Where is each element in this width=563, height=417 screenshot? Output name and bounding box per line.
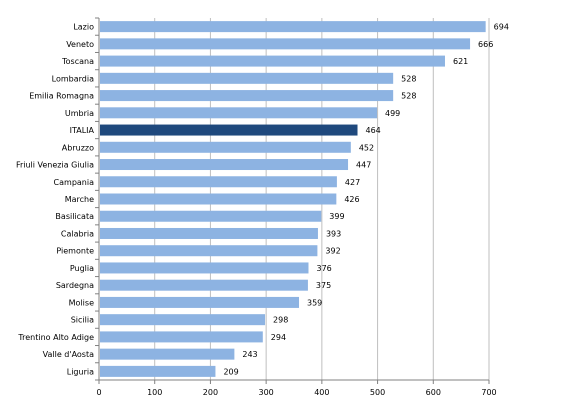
category-label: Valle d'Aosta <box>43 350 94 359</box>
value-label: 447 <box>356 161 371 170</box>
value-label: 399 <box>329 212 344 221</box>
bar <box>100 141 351 153</box>
bar <box>100 38 471 50</box>
x-tick-label: 0 <box>96 388 101 397</box>
value-label: 621 <box>453 57 468 66</box>
category-label: Sardegna <box>56 281 94 290</box>
bar <box>100 262 309 274</box>
bar <box>100 210 322 222</box>
value-label: 393 <box>326 229 341 238</box>
x-tick-label: 300 <box>259 388 274 397</box>
bar <box>100 21 486 33</box>
value-label: 694 <box>494 23 509 32</box>
bar <box>100 331 263 343</box>
value-label: 392 <box>325 247 340 256</box>
x-tick-label: 700 <box>481 388 496 397</box>
category-label: Veneto <box>66 40 94 49</box>
value-label: 294 <box>271 333 286 342</box>
category-label: ITALIA <box>70 126 95 135</box>
category-label: Lombardia <box>52 74 94 83</box>
value-label: 666 <box>478 40 493 49</box>
value-label: 298 <box>273 316 288 325</box>
value-label: 464 <box>366 126 381 135</box>
value-label: 528 <box>401 92 416 101</box>
category-label: Toscana <box>61 57 94 66</box>
category-label: Piemonte <box>56 247 94 256</box>
bar <box>100 193 337 205</box>
value-label: 359 <box>307 298 322 307</box>
bars <box>100 21 486 377</box>
value-label: 452 <box>359 143 374 152</box>
bar <box>100 72 394 84</box>
value-label: 375 <box>316 281 331 290</box>
x-tick-label: 400 <box>314 388 329 397</box>
value-label: 528 <box>401 74 416 83</box>
bar <box>100 176 337 188</box>
bar <box>100 90 394 102</box>
labels: 0 100 200 300 400 500 600 700 Lazio 694 Veneto 666 T… <box>16 23 509 397</box>
value-label: 376 <box>316 264 331 273</box>
value-label: 427 <box>345 178 360 187</box>
category-label: Trentino Alto Adige <box>17 333 94 342</box>
category-label: Umbria <box>65 109 94 118</box>
bar <box>100 159 349 171</box>
x-tick-label: 100 <box>147 388 162 397</box>
category-label: Calabria <box>61 229 94 238</box>
category-label: Puglia <box>70 264 94 273</box>
x-tick-label: 600 <box>426 388 441 397</box>
bar <box>100 279 308 291</box>
bar <box>100 55 445 67</box>
bar <box>100 365 216 377</box>
bar <box>100 348 235 360</box>
category-label: Liguria <box>67 367 94 376</box>
category-label: Friuli Venezia Giulia <box>16 161 94 170</box>
bar <box>100 245 318 257</box>
category-label: Basilicata <box>55 212 94 221</box>
bar <box>100 107 378 119</box>
value-label: 426 <box>344 195 359 204</box>
bar <box>100 296 300 308</box>
bar <box>100 314 266 326</box>
category-label: Emilia Romagna <box>29 92 94 101</box>
value-label: 209 <box>223 367 238 376</box>
category-label: Molise <box>69 298 94 307</box>
category-label: Marche <box>65 195 94 204</box>
category-label: Lazio <box>73 23 94 32</box>
category-label: Sicilia <box>71 316 94 325</box>
value-label: 499 <box>385 109 400 118</box>
x-tick-label: 500 <box>370 388 385 397</box>
axes <box>95 17 490 384</box>
category-label: Campania <box>54 178 95 187</box>
category-label: Abruzzo <box>62 143 94 152</box>
bar <box>100 124 358 136</box>
bar <box>100 227 318 239</box>
value-label: 243 <box>242 350 257 359</box>
x-tick-label: 200 <box>203 388 218 397</box>
